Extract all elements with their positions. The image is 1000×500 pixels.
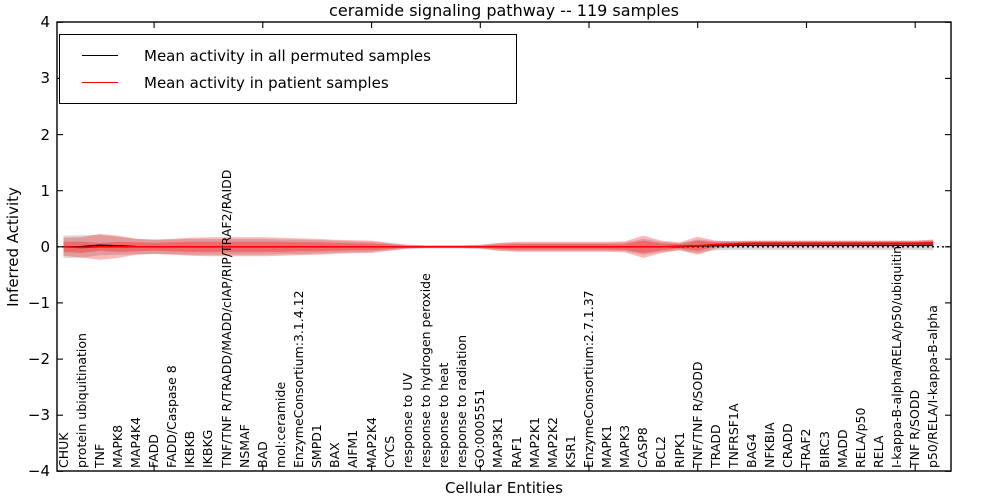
x-category-label: IKBKG [200,429,216,468]
x-category-label: CRADD [780,423,796,468]
legend-item-patient: Mean activity in patient samples [74,69,516,96]
x-category-label: response to hydrogen peroxide [417,273,433,468]
x-category-label: response to heat [436,362,452,468]
x-category-label: IKBKB [182,430,198,468]
x-category-label: BAG4 [744,433,760,468]
x-category-label: CHUK [55,432,71,468]
x-category-label: BAD [254,441,270,468]
x-category-label: MAP2K1 [526,417,542,468]
x-category-label: EnzymeConsortium:3.1.4.12 [291,290,307,468]
x-category-label: mol:ceramide [272,381,288,468]
x-category-label: TNFRSF1A [725,403,741,469]
x-category-label: TNF [91,443,107,468]
x-category-label: I-kappa-B-alpha/RELA/p50/ubiquitin [889,245,905,468]
x-category-label: FADD/Caspase 8 [164,365,180,468]
x-category-label: KSR1 [562,435,578,468]
x-category-label: MAP3K1 [490,417,506,468]
x-category-label: AIFM1 [345,429,361,468]
x-category-label: CASP8 [635,427,651,468]
x-category-label: NFKBIA [762,422,778,468]
x-category-label: EnzymeConsortium:2.7.1.37 [581,290,596,468]
y-tick-label: −4 [27,462,50,481]
series-line-1 [63,242,934,249]
x-category-label: p50/RELA/I-kappa-B-alpha [925,305,941,468]
x-category-label: TRAF2 [798,428,814,468]
legend: Mean activity in all permuted samples Me… [59,34,517,104]
x-category-label: protein ubiquitination [73,333,89,468]
x-category-label: MAP2K4 [363,417,379,468]
x-category-label: TNF/TNF R/TRADD/MADD/cIAP/RIP/TRAF2/RAID… [218,169,234,468]
legend-label-permuted: Mean activity in all permuted samples [144,46,431,65]
legend-label-patient: Mean activity in patient samples [144,73,389,92]
x-category-label: GO:0005551 [472,388,488,468]
y-tick-label: 3 [40,69,50,88]
legend-item-permuted: Mean activity in all permuted samples [74,42,516,69]
plot-border [56,21,952,472]
y-tick-label: 0 [40,237,50,256]
y-tick-label: 2 [40,125,50,144]
permuted-line-sample [82,55,118,56]
x-category-label: CYCS [381,435,397,468]
y-tick-label: 4 [40,13,50,32]
x-category-label: BAX [327,442,343,468]
y-tick-label: 1 [40,181,50,200]
x-category-label: MAPK1 [599,424,615,468]
x-category-label: RELA [870,435,886,468]
x-category-label: MAP2K2 [544,417,560,468]
x-category-label: RELA/p50 [852,407,868,468]
x-category-label: NSMAF [236,424,252,468]
x-category-label: BIRC3 [816,430,832,468]
x-category-label: MAPK8 [109,424,125,468]
x-category-label: MADD [834,429,850,468]
x-category-label: BCL2 [653,435,669,468]
y-tick-label: −3 [27,406,50,425]
x-category-label: MAPK3 [617,424,633,468]
y-tick-label: −1 [27,293,50,312]
x-category-label: TRADD [707,424,723,468]
x-category-label: MAP4K4 [127,417,143,468]
x-category-label: SMPD1 [309,424,325,468]
x-category-label: FADD [146,434,162,468]
chart-title: ceramide signaling pathway -- 119 sample… [329,1,679,20]
x-axis-label: Cellular Entities [445,479,563,497]
x-category-label: TNF R/SODD [907,389,923,468]
x-category-label: RAF1 [508,436,524,468]
x-category-label: response to UV [399,373,415,468]
y-tick-label: −2 [27,350,50,369]
x-category-label: TNF/TNF R/SODD [689,361,705,468]
x-category-label: response to radiation [454,334,470,468]
x-category-label: RIPK1 [671,431,687,468]
patient-line-sample [82,82,118,83]
